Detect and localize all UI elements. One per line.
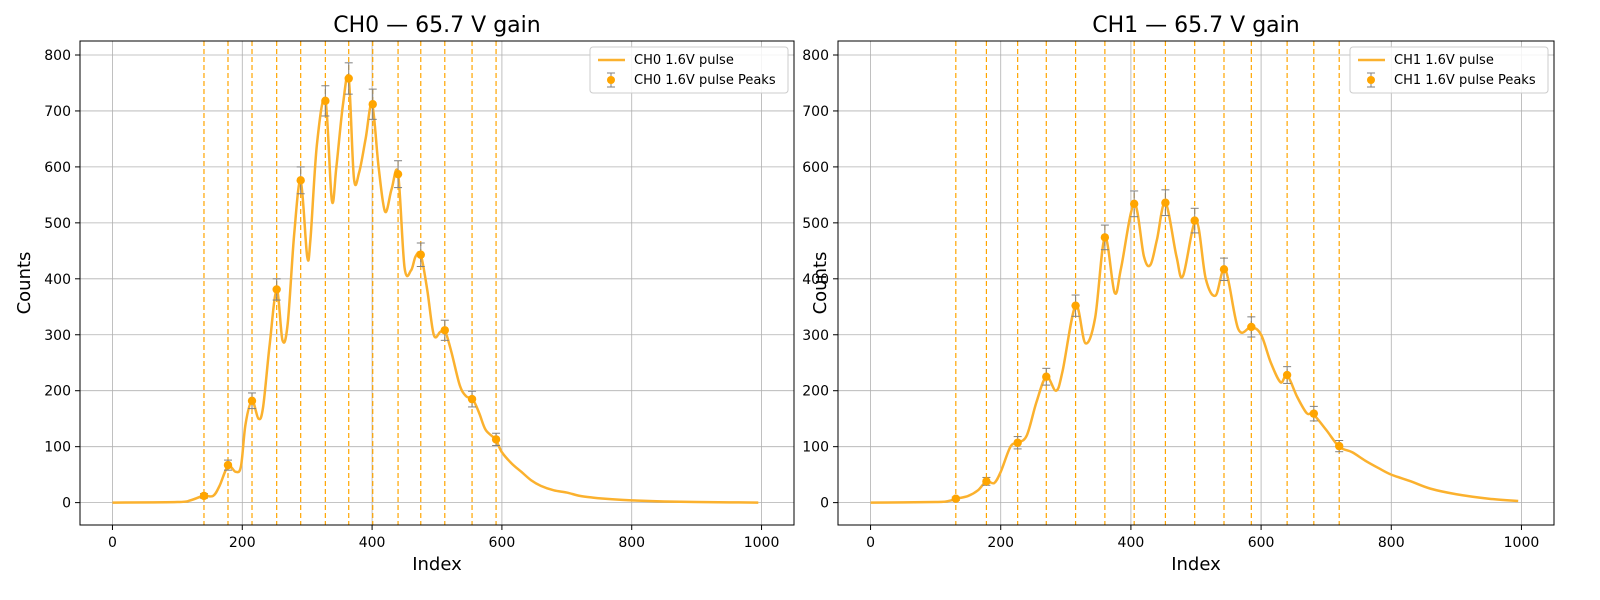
peak-marker [491,435,501,444]
x-tick-label: 400 [359,535,386,551]
peak-markers [951,189,1344,503]
peak-vlines [203,41,497,525]
peak-marker [321,96,330,106]
grid [838,41,1554,525]
y-ticks: 0 100 200 300 400 500 600 700 800 [802,48,838,512]
x-tick-label: 600 [489,535,516,551]
y-tick-label: 500 [44,216,71,232]
y-tick-label: 0 [62,496,71,512]
legend-line-label: CH0 1.6V pulse [634,53,734,68]
x-ticks: 0 200 400 600 800 1000 [108,525,779,551]
x-tick-label: 0 [108,535,117,551]
legend-line-label: CH1 1.6V pulse [1394,53,1494,68]
x-tick-label: 1000 [1504,535,1540,551]
legend-peaks-label: CH0 1.6V pulse Peaks [634,73,776,88]
peak-marker [368,100,377,109]
peak-marker [1247,322,1256,332]
x-tick-label: 400 [1118,535,1145,551]
x-tick-label: 800 [618,535,645,551]
legend-marker-swatch [1367,76,1375,84]
x-tick-label: 0 [866,535,875,551]
y-axis-label: Counts [14,252,35,315]
y-tick-label: 400 [44,272,71,288]
x-ticks: 0 200 400 600 800 1000 [866,525,1539,551]
y-tick-label: 600 [802,160,829,176]
x-tick-label: 200 [987,535,1014,551]
peak-marker [1100,233,1110,242]
y-tick-label: 200 [802,384,829,400]
peak-marker [296,176,305,185]
peak-marker [393,169,403,179]
legend-frame [589,46,789,94]
y-tick-label: 200 [44,384,71,400]
peak-marker [982,477,991,486]
peak-marker [272,285,281,294]
y-tick-label: 500 [802,216,829,232]
y-tick-label: 800 [44,48,71,64]
peak-marker [223,460,233,470]
peak-marker [1309,409,1319,418]
y-tick-label: 300 [44,328,71,344]
x-tick-label: 600 [1248,535,1275,551]
peak-marker [1190,216,1199,225]
peak-vlines [955,41,1340,525]
chart-panel-ch1: CH1 — 65.7 V gain 0 200 400 600 800 1000 0 100… [802,13,1555,575]
y-ticks: 0 100 200 300 400 500 600 700 800 [44,48,80,512]
chart-panel-ch0: CH0 — 65.7 V gain 0 200 400 600 800 1000 0 100… [14,13,795,575]
peak-marker [1219,265,1229,274]
peak-markers [199,62,501,501]
peak-marker [951,494,961,503]
y-tick-label: 400 [802,272,829,288]
y-tick-label: 700 [44,104,71,120]
series-line [112,74,759,504]
peak-marker [1282,370,1292,380]
grid [80,41,794,525]
y-tick-label: 600 [44,160,71,176]
legend: CH0 1.6V pulse CH0 1.6V pulse Peaks [589,46,789,94]
peak-marker [1129,199,1139,209]
x-axis-label: Index [1171,554,1221,575]
chart-title: CH1 — 65.7 V gain [1092,13,1299,38]
peak-marker [1042,372,1051,381]
legend-peaks-label: CH1 1.6V pulse Peaks [1394,73,1536,88]
x-tick-label: 200 [229,535,256,551]
peak-marker [467,394,477,404]
peak-marker [1013,438,1022,447]
peak-marker [199,491,209,501]
x-axis-label: Index [412,554,462,575]
y-tick-label: 300 [802,328,829,344]
peak-marker [1335,441,1344,451]
chart-title: CH0 — 65.7 V gain [333,13,540,38]
y-axis-label: Counts [810,252,831,315]
peak-marker [1161,198,1170,207]
legend-frame [1349,46,1549,94]
plot-frame [79,40,795,526]
y-tick-label: 100 [802,440,829,456]
y-tick-label: 0 [820,496,829,512]
peak-marker [1071,301,1080,310]
peak-marker [344,74,353,83]
x-tick-label: 800 [1378,535,1405,551]
y-tick-label: 800 [802,48,829,64]
y-tick-label: 100 [44,440,71,456]
legend: CH1 1.6V pulse CH1 1.6V pulse Peaks [1349,46,1549,94]
x-tick-label: 1000 [744,535,780,551]
legend-marker-swatch [607,76,615,84]
y-tick-label: 700 [802,104,829,120]
peak-marker [440,326,449,335]
peak-marker [247,396,257,405]
peak-marker [416,250,425,259]
plot-frame [837,40,1555,526]
